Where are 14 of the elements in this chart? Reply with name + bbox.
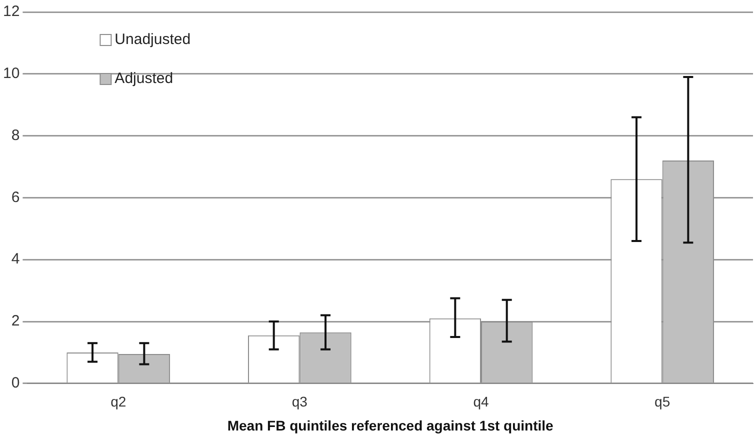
y-tick-label: 6: [11, 188, 20, 206]
x-tick-label: q3: [292, 394, 308, 410]
x-tick-label: q5: [654, 394, 670, 410]
y-tick-label: 2: [11, 312, 20, 330]
y-tick-label: 12: [2, 3, 20, 20]
legend-label: Unadjusted: [114, 31, 191, 48]
y-tick-label: 8: [11, 126, 20, 144]
y-tick-label: 10: [2, 65, 20, 82]
y-tick-label: 0: [11, 374, 20, 392]
y-tick-label: 4: [11, 250, 20, 268]
x-axis-title: Mean FB quintiles referenced against 1st quintile: [227, 417, 554, 434]
legend-label: Adjusted: [114, 70, 174, 88]
x-tick-label: q4: [473, 394, 490, 410]
x-tick-label: q2: [110, 394, 126, 410]
